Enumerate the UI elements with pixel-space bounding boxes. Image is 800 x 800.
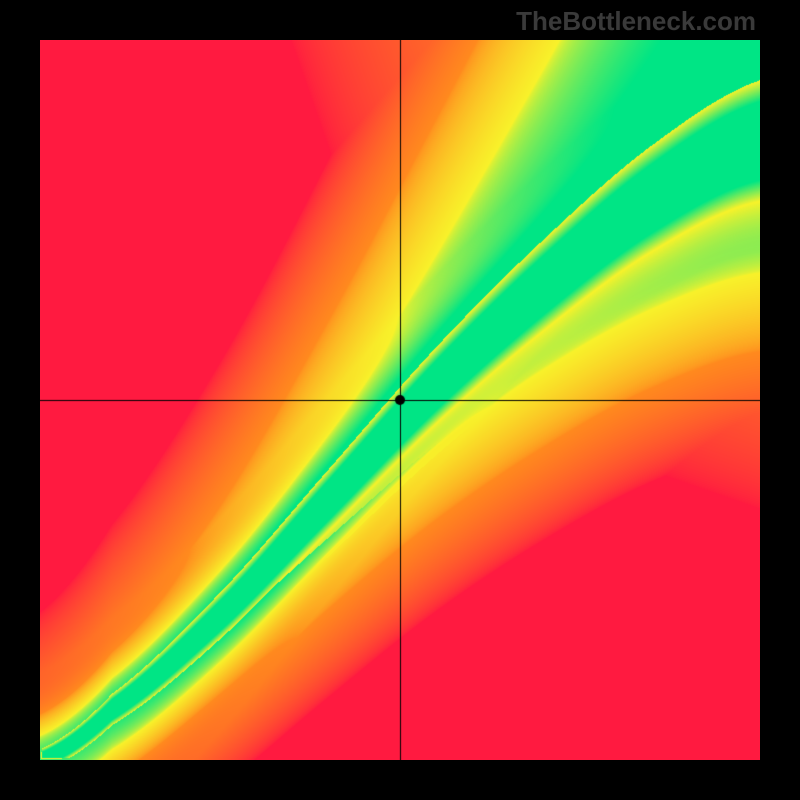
watermark-text: TheBottleneck.com (516, 6, 756, 37)
bottleneck-heatmap (40, 40, 760, 760)
chart-container: TheBottleneck.com (0, 0, 800, 800)
